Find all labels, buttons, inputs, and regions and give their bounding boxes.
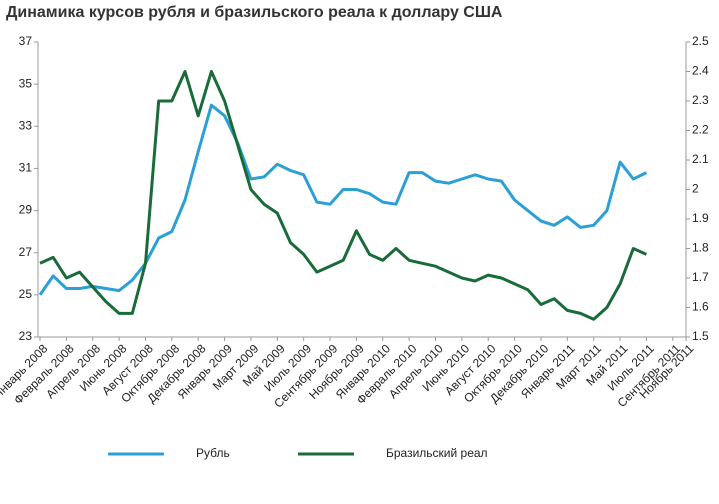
y2-tick-label: 1.9 — [692, 211, 709, 225]
y-tick-label: 37 — [19, 34, 33, 48]
y2-tick-label: 2.3 — [692, 93, 709, 107]
chart-title: Динамика курсов рубля и бразильского реа… — [6, 4, 503, 21]
legend-label: Рубль — [196, 446, 230, 460]
series-line — [38, 103, 648, 296]
y2-tick-label: 1.8 — [692, 241, 709, 255]
y2-tick-label: 2.1 — [692, 152, 709, 166]
y2-tick-label: 2.2 — [692, 123, 709, 137]
y-tick-label: 35 — [19, 76, 33, 90]
y2-tick-label: 1.6 — [692, 300, 709, 314]
legend-label: Бразильский реал — [386, 446, 488, 460]
series-line — [39, 70, 648, 321]
y2-tick-label: 2.5 — [692, 34, 709, 48]
y2-tick-label: 1.5 — [692, 329, 709, 343]
y2-tick-label: 1.7 — [692, 270, 709, 284]
y-tick-label: 27 — [19, 245, 33, 259]
y-tick-label: 23 — [19, 329, 33, 343]
y2-tick-label: 2 — [692, 182, 699, 196]
y-tick-label: 25 — [19, 287, 33, 301]
y-tick-label: 33 — [19, 118, 33, 132]
y-tick-label: 31 — [19, 161, 33, 175]
y2-tick-label: 2.4 — [692, 64, 709, 78]
y-tick-label: 29 — [19, 203, 33, 217]
